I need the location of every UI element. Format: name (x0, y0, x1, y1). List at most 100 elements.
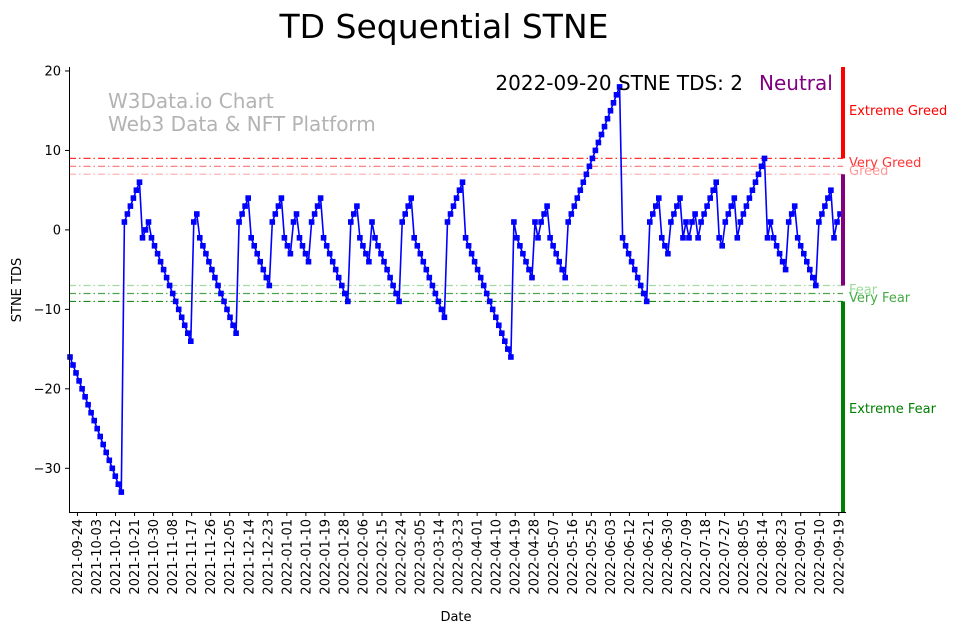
data-point (752, 179, 759, 185)
data-point (529, 274, 535, 281)
y-axis-ticks: 20 10 0 −10 −20 −30 (34, 65, 69, 477)
x-tick-label: 2022-08-14 (756, 519, 771, 595)
data-point (272, 211, 279, 217)
data-point (773, 243, 780, 249)
data-point (366, 258, 372, 265)
x-tick-label: 2021-09-24 (71, 519, 86, 595)
data-point (91, 417, 97, 424)
zone-label: Extreme Fear (849, 402, 937, 417)
data-point (550, 243, 556, 249)
data-point (538, 219, 544, 225)
data-point (411, 235, 417, 241)
x-tick-label: 2022-05-25 (585, 519, 600, 595)
data-point (257, 258, 263, 265)
data-point (698, 219, 704, 225)
data-point (731, 195, 738, 201)
data-point (719, 243, 725, 249)
data-point (332, 266, 339, 273)
data-point (483, 290, 490, 297)
zone-bar-extreme-greed (841, 67, 845, 159)
x-tick-label: 2022-01-10 (299, 519, 314, 595)
data-point (197, 235, 203, 241)
data-point (130, 195, 137, 201)
y-tick-label: −10 (34, 303, 61, 318)
data-point (489, 306, 496, 313)
data-point (643, 298, 650, 305)
data-point (293, 211, 300, 217)
data-point (429, 282, 436, 289)
zone-bar-neutral (841, 174, 845, 286)
chart-title: TD Sequential STNE (278, 7, 608, 46)
y-tick-label: −30 (34, 462, 61, 477)
data-point (565, 219, 571, 225)
data-point (496, 322, 502, 329)
data-point (743, 203, 750, 209)
data-point (381, 258, 387, 265)
data-point (640, 290, 647, 297)
data-point (692, 211, 698, 217)
status-label: Neutral (759, 71, 833, 95)
data-point (414, 243, 421, 249)
data-point (520, 250, 526, 257)
x-tick-label: 2022-09-01 (794, 519, 809, 595)
data-point (378, 250, 384, 257)
x-tick-label: 2022-06-12 (623, 519, 638, 595)
y-tick-label: 10 (44, 144, 61, 159)
data-point (647, 219, 653, 225)
x-tick-label: 2022-01-28 (337, 519, 352, 595)
data-point (668, 219, 674, 225)
data-point (707, 195, 713, 201)
data-point (354, 203, 360, 209)
data-point (215, 282, 221, 289)
data-point (166, 282, 173, 289)
data-point (360, 243, 366, 249)
data-point (194, 211, 200, 217)
data-point (577, 187, 584, 193)
data-point (145, 219, 152, 225)
data-point (486, 298, 493, 305)
data-point (574, 195, 581, 201)
data-point (734, 235, 741, 241)
data-point (296, 235, 303, 241)
x-tick-label: 2021-10-21 (128, 519, 143, 595)
data-point (517, 243, 523, 249)
data-point (465, 243, 472, 249)
data-point (662, 243, 668, 249)
data-point (218, 290, 224, 297)
data-point (109, 465, 116, 472)
data-point (450, 203, 457, 209)
data-point (115, 481, 122, 487)
data-point (553, 250, 559, 257)
data-point (435, 298, 442, 305)
data-point (88, 409, 94, 416)
data-point (302, 250, 309, 257)
data-point (221, 298, 227, 305)
data-point (260, 266, 267, 273)
data-point (502, 338, 508, 344)
data-point (127, 203, 134, 209)
x-tick-label: 2022-07-09 (680, 519, 695, 595)
y-tick-label: 20 (44, 65, 61, 80)
x-tick-label: 2022-01-01 (280, 519, 295, 595)
data-point (637, 282, 644, 289)
data-point (716, 235, 722, 241)
data-point (103, 449, 109, 456)
data-point (136, 179, 143, 185)
data-point (559, 266, 565, 273)
data-point (770, 235, 777, 241)
data-point (317, 195, 324, 201)
data-point (785, 219, 792, 225)
x-tick-label: 2021-10-30 (147, 519, 162, 595)
data-point (755, 171, 762, 178)
data-point (779, 258, 786, 265)
data-point (399, 219, 405, 225)
data-point (797, 243, 804, 249)
data-point (94, 425, 100, 432)
data-point (499, 330, 505, 336)
data-point (441, 314, 448, 321)
data-point (713, 179, 719, 185)
data-point (595, 139, 602, 146)
data-point (580, 179, 587, 185)
data-point (671, 211, 677, 217)
